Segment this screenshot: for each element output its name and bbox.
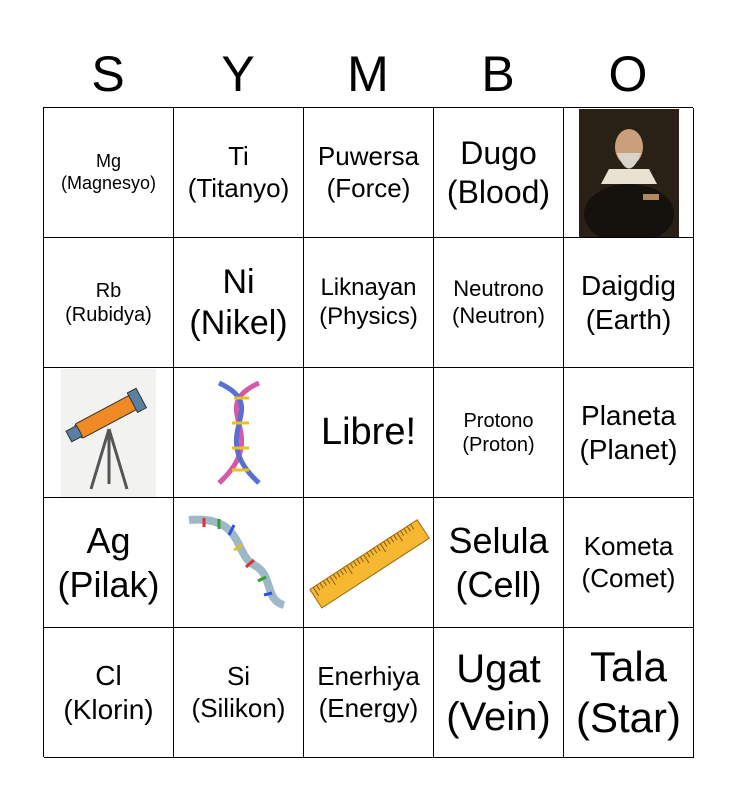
cell-text: Libre! (320, 410, 417, 453)
cell-text: (Titanyo) (187, 172, 290, 203)
bingo-cell[interactable]: Enerhiya (Energy) (304, 628, 434, 758)
bingo-cell[interactable]: Mg (Magnesyo) (44, 108, 174, 238)
dna-strand-image (184, 515, 294, 610)
cell-text: Neutrono (453, 276, 544, 302)
bingo-cell[interactable] (174, 368, 304, 498)
bingo-cell[interactable]: Tala (Star) (564, 628, 694, 758)
telescope-image (61, 368, 156, 497)
cell-text: (Planet) (579, 433, 678, 465)
cell-text: Liknayan (320, 273, 417, 301)
bingo-cell[interactable]: Rb (Rubidya) (44, 238, 174, 368)
cell-text: Tala (589, 643, 668, 691)
bingo-cell[interactable]: Kometa (Comet) (564, 498, 694, 628)
cell-text: (Magnesyo) (60, 172, 157, 193)
cell-text: (Earth) (585, 303, 672, 335)
bingo-cell[interactable]: Protono (Proton) (434, 368, 564, 498)
header-letter: S (91, 46, 125, 102)
bingo-grid: Mg (Magnesyo) Ti (Titanyo) Puwersa (Force) Dug… (43, 107, 694, 758)
cell-text: (Force) (326, 172, 411, 203)
cell-text: Dugo (460, 135, 537, 172)
cell-text: (Neutron) (452, 302, 545, 328)
bingo-cell[interactable] (564, 108, 694, 238)
portrait-galileo-image (578, 108, 679, 237)
bingo-cell[interactable]: Planeta (Planet) (564, 368, 694, 498)
header-letter: M (347, 46, 389, 102)
cell-text: (Nikel) (189, 303, 288, 342)
bingo-cell[interactable]: Liknayan (Physics) (304, 238, 434, 368)
dna-helix-image (204, 378, 274, 488)
bingo-cell[interactable]: Ti (Titanyo) (174, 108, 304, 238)
cell-text: Rb (95, 279, 122, 302)
bingo-cell[interactable] (174, 498, 304, 628)
cell-text: Daigdig (581, 269, 676, 301)
cell-text: Si (226, 661, 251, 692)
cell-text: (Proton) (462, 433, 535, 456)
bingo-cell[interactable] (44, 368, 174, 498)
cell-text: Planeta (581, 399, 676, 431)
cell-text: Cl (95, 659, 122, 691)
bingo-cell[interactable]: Ni (Nikel) (174, 238, 304, 368)
cell-text: Mg (95, 150, 121, 171)
cell-text: Selula (448, 520, 549, 562)
header-letter: O (608, 46, 648, 102)
cell-text: Puwersa (317, 141, 420, 172)
cell-text: (Pilak) (57, 563, 160, 605)
cell-text: Ag (86, 520, 131, 562)
bingo-cell[interactable]: Si (Silikon) (174, 628, 304, 758)
bingo-cell[interactable]: Neutrono (Neutron) (434, 238, 564, 368)
bingo-cell[interactable]: Daigdig (Earth) (564, 238, 694, 368)
bingo-header: S Y M B O (43, 44, 693, 104)
cell-text: (Energy) (318, 692, 419, 723)
cell-text: Ugat (456, 646, 541, 691)
header-letter: Y (221, 46, 255, 102)
cell-text: (Silikon) (191, 692, 286, 723)
cell-text: (Physics) (319, 302, 418, 330)
cell-text: (Vein) (446, 694, 551, 739)
cell-text: (Comet) (581, 562, 676, 593)
cell-text: (Star) (576, 693, 681, 741)
cell-text: Kometa (583, 531, 674, 562)
bingo-cell[interactable]: Puwersa (Force) (304, 108, 434, 238)
cell-text: (Blood) (446, 173, 551, 210)
cell-text: Ni (222, 262, 255, 301)
cell-text: (Cell) (455, 563, 542, 605)
cell-text: Enerhiya (317, 661, 420, 692)
bingo-cell[interactable]: Selula (Cell) (434, 498, 564, 628)
cell-text: (Rubidya) (65, 303, 152, 326)
bingo-cell[interactable] (304, 498, 434, 628)
ruler-image (307, 513, 431, 613)
bingo-cell[interactable]: Cl (Klorin) (44, 628, 174, 758)
cell-text: (Klorin) (63, 693, 154, 725)
bingo-cell[interactable]: Dugo (Blood) (434, 108, 564, 238)
bingo-cell[interactable]: Libre! (304, 368, 434, 498)
bingo-cell[interactable]: Ugat (Vein) (434, 628, 564, 758)
bingo-cell[interactable]: Ag (Pilak) (44, 498, 174, 628)
header-letter: B (481, 46, 515, 102)
cell-text: Ti (228, 141, 249, 172)
cell-text: Protono (463, 409, 534, 432)
